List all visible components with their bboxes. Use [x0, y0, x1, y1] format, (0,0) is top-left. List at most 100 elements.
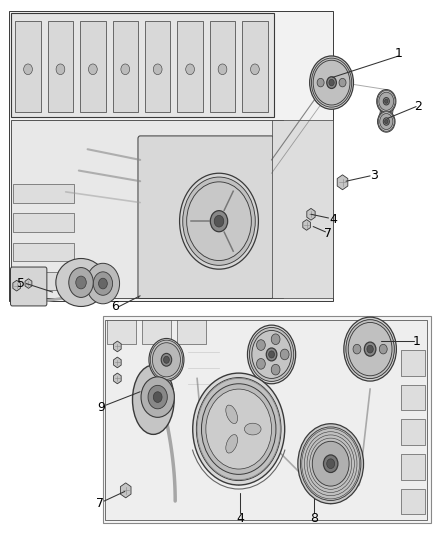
Bar [11, 13, 274, 117]
Bar [401, 385, 425, 410]
Ellipse shape [244, 423, 261, 435]
Circle shape [377, 90, 396, 113]
Circle shape [317, 78, 324, 87]
Circle shape [310, 56, 353, 109]
Circle shape [153, 392, 162, 402]
Circle shape [378, 91, 395, 112]
Circle shape [183, 177, 255, 265]
Circle shape [327, 459, 335, 469]
Circle shape [193, 373, 285, 485]
Circle shape [121, 64, 130, 75]
Circle shape [280, 349, 289, 360]
Text: 8: 8 [311, 512, 318, 524]
Bar [142, 320, 171, 344]
Circle shape [201, 384, 276, 474]
Bar [11, 120, 283, 298]
Ellipse shape [56, 259, 106, 306]
Circle shape [364, 342, 376, 356]
Text: 9: 9 [98, 401, 106, 414]
Circle shape [163, 356, 170, 364]
Text: 7: 7 [324, 227, 332, 240]
Bar [401, 454, 425, 480]
Circle shape [268, 351, 275, 358]
Circle shape [229, 417, 249, 441]
Bar [177, 21, 203, 112]
Circle shape [257, 340, 265, 350]
Circle shape [180, 173, 258, 269]
Bar [272, 120, 333, 298]
Circle shape [311, 58, 352, 107]
Circle shape [252, 330, 291, 378]
Circle shape [56, 64, 65, 75]
Circle shape [271, 365, 280, 375]
Circle shape [210, 211, 228, 232]
Circle shape [218, 64, 227, 75]
Circle shape [300, 427, 361, 500]
Circle shape [247, 325, 296, 384]
Text: 6: 6 [111, 300, 119, 313]
Bar [13, 272, 74, 290]
Polygon shape [25, 279, 32, 288]
Circle shape [153, 64, 162, 75]
Text: 4: 4 [329, 213, 337, 226]
Bar [210, 21, 235, 112]
Polygon shape [307, 208, 315, 220]
Text: 5: 5 [17, 277, 25, 290]
Circle shape [367, 345, 373, 353]
Circle shape [214, 215, 224, 227]
Bar [13, 213, 74, 232]
Circle shape [344, 317, 396, 381]
Circle shape [76, 276, 86, 289]
Circle shape [187, 182, 251, 261]
Circle shape [379, 92, 394, 110]
Circle shape [346, 320, 394, 378]
Circle shape [149, 338, 184, 381]
Bar [113, 21, 138, 112]
Bar [15, 21, 41, 112]
Circle shape [150, 340, 183, 379]
Polygon shape [303, 220, 311, 230]
Circle shape [271, 334, 280, 344]
Circle shape [385, 99, 388, 103]
Circle shape [141, 377, 174, 417]
Circle shape [329, 79, 334, 86]
Circle shape [266, 348, 277, 361]
Ellipse shape [226, 405, 237, 424]
Circle shape [313, 60, 350, 105]
Text: 1: 1 [413, 335, 421, 348]
Text: 2: 2 [414, 100, 422, 113]
Text: 4: 4 [236, 512, 244, 524]
Circle shape [383, 98, 389, 105]
Polygon shape [120, 483, 131, 498]
Bar [105, 320, 427, 520]
Circle shape [312, 441, 349, 486]
Circle shape [380, 114, 393, 130]
Polygon shape [113, 341, 121, 352]
Bar [401, 350, 425, 376]
Polygon shape [113, 357, 121, 368]
Bar [401, 419, 425, 445]
Text: 3: 3 [371, 169, 378, 182]
Bar [13, 243, 74, 261]
Circle shape [99, 278, 107, 289]
Circle shape [86, 263, 120, 304]
Circle shape [161, 353, 172, 366]
Bar [242, 21, 268, 112]
FancyBboxPatch shape [11, 267, 47, 306]
Bar [13, 184, 74, 203]
Circle shape [298, 424, 364, 504]
Polygon shape [337, 175, 348, 190]
FancyBboxPatch shape [103, 316, 431, 523]
Circle shape [339, 78, 346, 87]
Circle shape [251, 64, 259, 75]
Text: 1: 1 [395, 47, 403, 60]
Ellipse shape [226, 434, 237, 453]
FancyBboxPatch shape [9, 11, 333, 301]
Circle shape [378, 111, 395, 132]
Circle shape [257, 359, 265, 369]
Circle shape [353, 344, 361, 354]
Circle shape [327, 77, 336, 88]
Polygon shape [113, 373, 121, 384]
Bar [48, 21, 73, 112]
Bar [145, 21, 170, 112]
